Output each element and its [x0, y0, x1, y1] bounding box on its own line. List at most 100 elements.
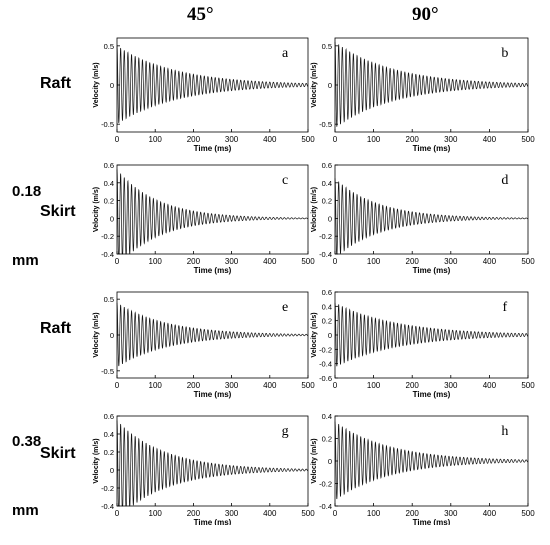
y-tick-label: -0.4: [319, 360, 332, 369]
x-tick-label: 0: [115, 509, 120, 518]
y-tick-label: -0.4: [319, 502, 332, 511]
y-tick-label: 0.2: [104, 448, 114, 457]
x-tick-label: 0: [333, 381, 338, 390]
y-tick-label: -0.6: [319, 374, 332, 383]
y-tick-label: -0.4: [101, 250, 114, 259]
column-header-45: 45°: [187, 4, 214, 25]
x-tick-label: 500: [301, 381, 315, 390]
x-tick-label: 100: [367, 381, 381, 390]
y-tick-label: -0.2: [319, 480, 332, 489]
x-axis-label: Time (ms): [194, 390, 232, 399]
x-tick-label: 0: [333, 257, 338, 266]
y-tick-label: 0.5: [104, 295, 114, 304]
x-tick-label: 400: [483, 509, 497, 518]
x-tick-label: 500: [521, 135, 535, 144]
velocity-trace-d: [334, 178, 528, 255]
panel-letter-a: a: [282, 46, 289, 61]
y-tick-label: -0.5: [319, 120, 332, 129]
y-axis-label: Velocity (m/s): [311, 438, 318, 483]
velocity-trace-e: [116, 302, 309, 367]
x-tick-label: 100: [367, 257, 381, 266]
x-tick-label: 300: [225, 135, 239, 144]
y-tick-label: 0.2: [322, 197, 332, 206]
x-tick-label: 500: [301, 257, 315, 266]
size-label-lower-unit: mm: [12, 502, 39, 519]
y-tick-label: 0.5: [104, 42, 114, 51]
y-tick-label: 0.6: [322, 161, 332, 170]
x-tick-label: 500: [521, 509, 535, 518]
x-tick-label: 400: [263, 381, 277, 390]
y-tick-label: 0: [110, 331, 114, 340]
x-axis-label: Time (ms): [194, 144, 232, 153]
panel-letter-b: b: [501, 46, 508, 61]
velocity-trace-a: [116, 45, 309, 124]
x-axis-label: Time (ms): [413, 144, 451, 153]
y-tick-label: 0: [110, 466, 114, 475]
chart-panel-c: 0 100 200 300 400 500 -0.4 -0.2 0 0.2 0.4 0.6 Time (…: [93, 161, 315, 275]
y-axis-label: Velocity (m/s): [311, 62, 318, 107]
y-tick-label: -0.2: [319, 232, 332, 241]
y-tick-label: 0.6: [104, 161, 114, 170]
x-tick-label: 300: [225, 509, 239, 518]
x-tick-label: 400: [483, 135, 497, 144]
x-tick-label: 0: [333, 135, 338, 144]
x-axis-label: Time (ms): [194, 518, 232, 525]
row-label-skirt-bottom: Skirt: [40, 445, 76, 462]
x-tick-label: 300: [444, 381, 458, 390]
x-tick-label: 100: [367, 135, 381, 144]
y-tick-label: 0: [110, 214, 114, 223]
x-tick-label: 200: [406, 381, 420, 390]
y-tick-label: -0.4: [101, 502, 114, 511]
x-tick-label: 500: [521, 381, 535, 390]
panel-letter-g: g: [282, 424, 289, 439]
panel-letter-h: h: [501, 424, 508, 439]
chart-panel-h: 0 100 200 300 400 500 -0.4 -0.2 0 0.2 0.4 Time (ms)…: [311, 412, 535, 525]
panel-letter-c: c: [282, 173, 288, 188]
x-tick-label: 0: [115, 135, 120, 144]
y-tick-label: 0.2: [322, 317, 332, 326]
x-tick-label: 400: [263, 257, 277, 266]
y-axis-label: Velocity (m/s): [93, 312, 100, 357]
y-tick-label: 0: [328, 457, 332, 466]
y-tick-label: -0.2: [101, 484, 114, 493]
velocity-trace-b: [334, 41, 529, 127]
x-tick-label: 0: [115, 381, 120, 390]
y-tick-label: -0.4: [319, 250, 332, 259]
x-tick-label: 400: [483, 257, 497, 266]
velocity-trace-g: [116, 420, 309, 507]
x-tick-label: 300: [444, 509, 458, 518]
y-tick-label: 0: [110, 81, 114, 90]
x-tick-label: 300: [444, 135, 458, 144]
x-tick-label: 500: [301, 509, 315, 518]
x-tick-label: 400: [483, 381, 497, 390]
row-label-skirt-top: Skirt: [40, 203, 76, 220]
x-tick-label: 200: [187, 135, 201, 144]
x-tick-label: 100: [149, 257, 163, 266]
size-label-upper: 0.18 mm: [12, 134, 41, 295]
plot-frame-d: [334, 164, 529, 255]
x-axis-label: Time (ms): [194, 266, 232, 275]
x-tick-label: 100: [367, 509, 381, 518]
y-tick-label: 0.4: [322, 412, 332, 421]
x-tick-label: 200: [406, 135, 420, 144]
x-tick-label: 300: [225, 381, 239, 390]
x-tick-label: 0: [333, 509, 338, 518]
y-tick-label: 0: [328, 214, 332, 223]
x-tick-label: 200: [187, 509, 201, 518]
velocity-trace-h: [334, 421, 529, 500]
x-tick-label: 200: [406, 509, 420, 518]
chart-panel-d: 0 100 200 300 400 500 -0.4 -0.2 0 0.2 0.4 0.6 Time (…: [311, 161, 535, 275]
y-tick-label: -0.2: [101, 232, 114, 241]
y-tick-label: 0.6: [322, 288, 332, 297]
x-tick-label: 0: [115, 257, 120, 266]
x-tick-label: 200: [187, 381, 201, 390]
x-tick-label: 400: [263, 135, 277, 144]
x-tick-label: 100: [149, 381, 163, 390]
panel-letter-f: f: [503, 300, 508, 315]
x-tick-label: 500: [521, 257, 535, 266]
y-tick-label: 0.6: [104, 412, 114, 421]
